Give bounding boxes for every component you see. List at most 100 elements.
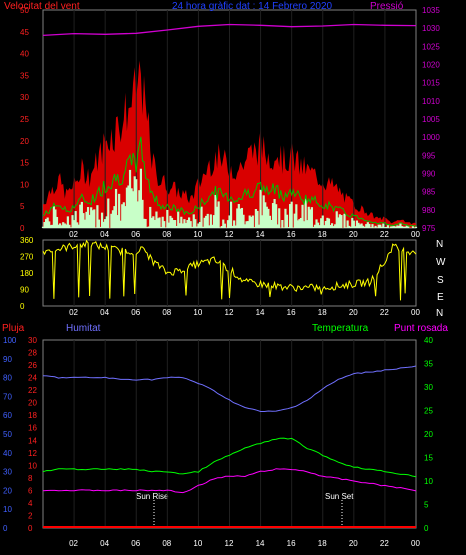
pressure-y-tick-990: 990 (422, 170, 436, 179)
humidity-scale-tick-6: 6 (28, 486, 33, 495)
wind-x-tick-16: 16 (287, 230, 296, 239)
wind-y-tick-40: 40 (20, 50, 29, 59)
humidity-scale-tick-26: 26 (28, 361, 37, 370)
wind-x-tick-22: 22 (380, 230, 389, 239)
wind-x-tick-08: 08 (162, 230, 171, 239)
wind-y-tick-25: 25 (20, 115, 29, 124)
sunrise-label: Sun Rise (136, 492, 169, 501)
humidity-series (42, 365, 417, 412)
humidity-scale-tick-14: 14 (28, 436, 37, 445)
humidity-scale-tick-4: 4 (28, 499, 33, 508)
compass-n-bottom: N (436, 308, 443, 319)
temp-y-tick-15: 15 (424, 454, 433, 463)
dir-y-tick-180: 180 (20, 269, 34, 278)
wind-y-tick-35: 35 (20, 71, 29, 80)
wind-x-tick-10: 10 (193, 230, 202, 239)
rain-y-tick-50: 50 (3, 430, 12, 439)
wind-y-tick-30: 30 (20, 93, 29, 102)
dir-x-tick-12: 12 (225, 308, 234, 317)
rain-y-tick-10: 10 (3, 505, 12, 514)
dir-x-tick-20: 20 (349, 308, 358, 317)
dir-y-tick-90: 90 (20, 286, 29, 295)
temp-y-tick-5: 5 (424, 501, 429, 510)
rain-y-tick-60: 60 (3, 411, 12, 420)
wind-x-tick-00: 00 (411, 230, 420, 239)
rain-label: Pluja (2, 323, 25, 334)
sunset-label: Sun Set (325, 492, 354, 501)
dir-x-tick-10: 10 (193, 308, 202, 317)
wind-speed-label: Velocitat del vent (4, 1, 80, 12)
humidity-label: Humitat (66, 323, 101, 334)
wind-y-tick-45: 45 (20, 28, 29, 37)
dir-x-tick-06: 06 (131, 308, 140, 317)
rain-y-tick-90: 90 (3, 355, 12, 364)
dir-y-tick-0: 0 (20, 302, 25, 311)
compass-n-top: N (436, 239, 443, 250)
wind-y-tick-0: 0 (20, 224, 25, 233)
temp-x-tick-08: 08 (162, 539, 171, 548)
dir-x-tick-22: 22 (380, 308, 389, 317)
dewpoint-label: Punt rosada (394, 323, 448, 334)
compass-s: S (437, 275, 444, 286)
humidity-scale-tick-8: 8 (28, 474, 33, 483)
pressure-y-tick-1000: 1000 (422, 133, 440, 142)
compass-w: W (436, 257, 446, 268)
humidity-scale-tick-30: 30 (28, 336, 37, 345)
pressure-y-tick-1025: 1025 (422, 42, 440, 51)
humidity-scale-tick-28: 28 (28, 349, 37, 358)
temp-x-tick-16: 16 (287, 539, 296, 548)
temp-x-tick-22: 22 (380, 539, 389, 548)
dir-x-tick-02: 02 (69, 308, 78, 317)
pressure-y-tick-975: 975 (422, 224, 436, 233)
pressure-y-tick-1005: 1005 (422, 115, 440, 124)
temp-y-tick-25: 25 (424, 407, 433, 416)
direction-series (42, 239, 417, 301)
wind-x-tick-02: 02 (69, 230, 78, 239)
rain-y-tick-0: 0 (3, 524, 8, 533)
wind-y-tick-50: 50 (20, 6, 29, 15)
temp-y-tick-20: 20 (424, 430, 433, 439)
temp-y-tick-10: 10 (424, 477, 433, 486)
temp-y-tick-35: 35 (424, 360, 433, 369)
rain-y-tick-30: 30 (3, 468, 12, 477)
dir-x-tick-08: 08 (162, 308, 171, 317)
temp-x-tick-14: 14 (256, 539, 265, 548)
humidity-scale-tick-20: 20 (28, 399, 37, 408)
humidity-scale-tick-12: 12 (28, 449, 37, 458)
temp-x-tick-20: 20 (349, 539, 358, 548)
temperature-label: Temperatura (312, 323, 369, 334)
temp-x-tick-04: 04 (100, 539, 109, 548)
wind-x-tick-04: 04 (100, 230, 109, 239)
pressure-y-tick-1035: 1035 (422, 6, 440, 15)
wind-x-tick-06: 06 (131, 230, 140, 239)
temp-x-tick-12: 12 (225, 539, 234, 548)
humidity-scale-tick-16: 16 (28, 424, 37, 433)
pressure-y-tick-1015: 1015 (422, 79, 440, 88)
temp-y-tick-40: 40 (424, 336, 433, 345)
pressure-y-tick-980: 980 (422, 206, 436, 215)
humidity-scale-tick-24: 24 (28, 374, 37, 383)
wind-y-tick-15: 15 (20, 159, 29, 168)
humidity-scale-tick-0: 0 (28, 524, 33, 533)
temp-x-tick-06: 06 (131, 539, 140, 548)
rain-y-tick-70: 70 (3, 392, 12, 401)
temperature-series (42, 437, 417, 478)
humidity-scale-tick-22: 22 (28, 386, 37, 395)
wind-x-tick-20: 20 (349, 230, 358, 239)
dewpoint-series (42, 468, 417, 494)
pressure-y-tick-1030: 1030 (422, 24, 440, 33)
wind-x-tick-12: 12 (225, 230, 234, 239)
wind-x-tick-14: 14 (256, 230, 265, 239)
wind-y-tick-10: 10 (20, 180, 29, 189)
dir-x-tick-00: 00 (411, 308, 420, 317)
dir-x-tick-04: 04 (100, 308, 109, 317)
temp-x-tick-18: 18 (318, 539, 327, 548)
temp-y-tick-0: 0 (424, 524, 429, 533)
pressure-y-tick-985: 985 (422, 188, 436, 197)
rain-y-tick-80: 80 (3, 374, 12, 383)
rain-y-tick-40: 40 (3, 449, 12, 458)
temp-x-tick-02: 02 (69, 539, 78, 548)
temp-y-tick-30: 30 (424, 383, 433, 392)
